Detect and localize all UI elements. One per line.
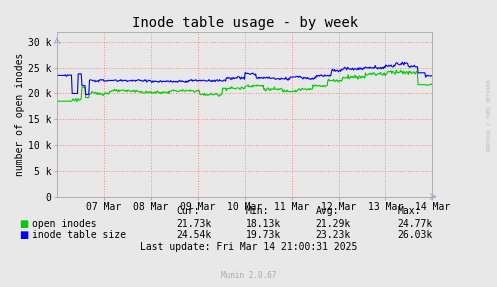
Text: Last update: Fri Mar 14 21:00:31 2025: Last update: Fri Mar 14 21:00:31 2025 [140, 242, 357, 252]
Text: 26.03k: 26.03k [398, 230, 433, 240]
Text: inode table size: inode table size [32, 230, 126, 240]
Text: 19.73k: 19.73k [246, 230, 281, 240]
Text: Max:: Max: [398, 206, 421, 216]
Text: 24.54k: 24.54k [176, 230, 212, 240]
Title: Inode table usage - by week: Inode table usage - by week [132, 16, 358, 30]
Text: Avg:: Avg: [316, 206, 339, 216]
Text: 21.29k: 21.29k [316, 219, 351, 229]
Text: ■: ■ [19, 219, 28, 229]
Text: ■: ■ [19, 230, 28, 240]
Text: open inodes: open inodes [32, 219, 97, 229]
Text: 24.77k: 24.77k [398, 219, 433, 229]
Text: 21.73k: 21.73k [176, 219, 212, 229]
Text: 23.23k: 23.23k [316, 230, 351, 240]
Text: 18.13k: 18.13k [246, 219, 281, 229]
Text: RRDTOOL / TOBI OETIKER: RRDTOOL / TOBI OETIKER [486, 79, 491, 151]
Text: Cur:: Cur: [176, 206, 200, 216]
Text: Munin 2.0.67: Munin 2.0.67 [221, 272, 276, 280]
Y-axis label: number of open inodes: number of open inodes [15, 53, 25, 176]
Text: Min:: Min: [246, 206, 269, 216]
